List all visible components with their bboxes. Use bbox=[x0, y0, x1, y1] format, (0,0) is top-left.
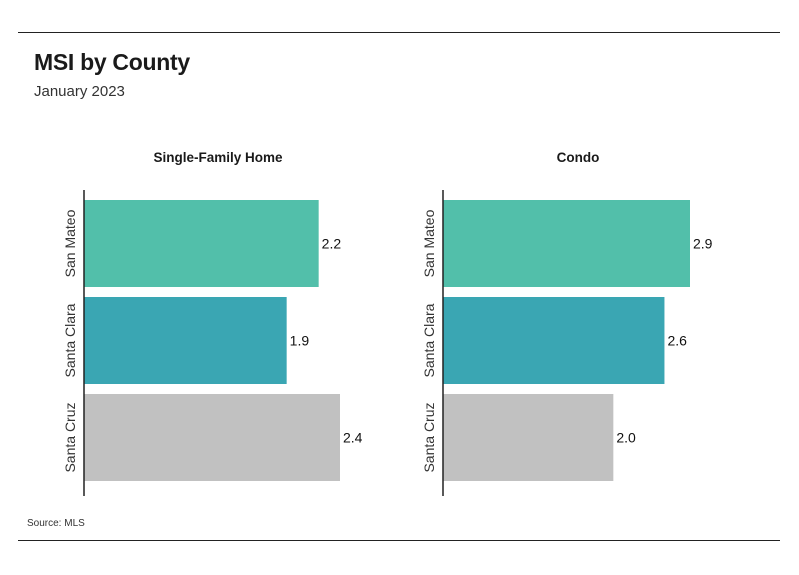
sfh-category-label-santa-cruz: Santa Cruz bbox=[62, 402, 78, 472]
condo-bar-santa-clara bbox=[443, 297, 665, 384]
chart-title: MSI by County bbox=[34, 49, 190, 75]
sfh-category-label-santa-clara: Santa Clara bbox=[62, 303, 78, 377]
sfh-bar-san-mateo bbox=[84, 200, 319, 287]
top-rule bbox=[18, 32, 780, 33]
condo-bar-san-mateo bbox=[443, 200, 690, 287]
sfh-value-label-santa-clara: 1.9 bbox=[290, 333, 310, 349]
condo-panel-title: Condo bbox=[557, 150, 600, 165]
sfh-bar-santa-clara bbox=[84, 297, 287, 384]
condo-category-label-santa-cruz: Santa Cruz bbox=[421, 402, 437, 472]
chart-subtitle: January 2023 bbox=[34, 83, 125, 100]
condo-bar-santa-cruz bbox=[443, 394, 614, 481]
bottom-rule bbox=[18, 540, 780, 541]
condo-value-label-san-mateo: 2.9 bbox=[693, 236, 713, 252]
condo-category-label-san-mateo: San Mateo bbox=[421, 209, 437, 277]
source-note: Source: MLS bbox=[27, 518, 85, 529]
condo-category-label-santa-clara: Santa Clara bbox=[421, 303, 437, 377]
condo-value-label-santa-cruz: 2.0 bbox=[616, 430, 636, 446]
condo-value-label-santa-clara: 2.6 bbox=[667, 333, 687, 349]
sfh-value-label-santa-cruz: 2.4 bbox=[343, 430, 363, 446]
sfh-panel-title: Single-Family Home bbox=[153, 150, 283, 165]
sfh-category-label-san-mateo: San Mateo bbox=[62, 209, 78, 277]
sfh-value-label-san-mateo: 2.2 bbox=[322, 236, 342, 252]
sfh-bar-santa-cruz bbox=[84, 394, 340, 481]
